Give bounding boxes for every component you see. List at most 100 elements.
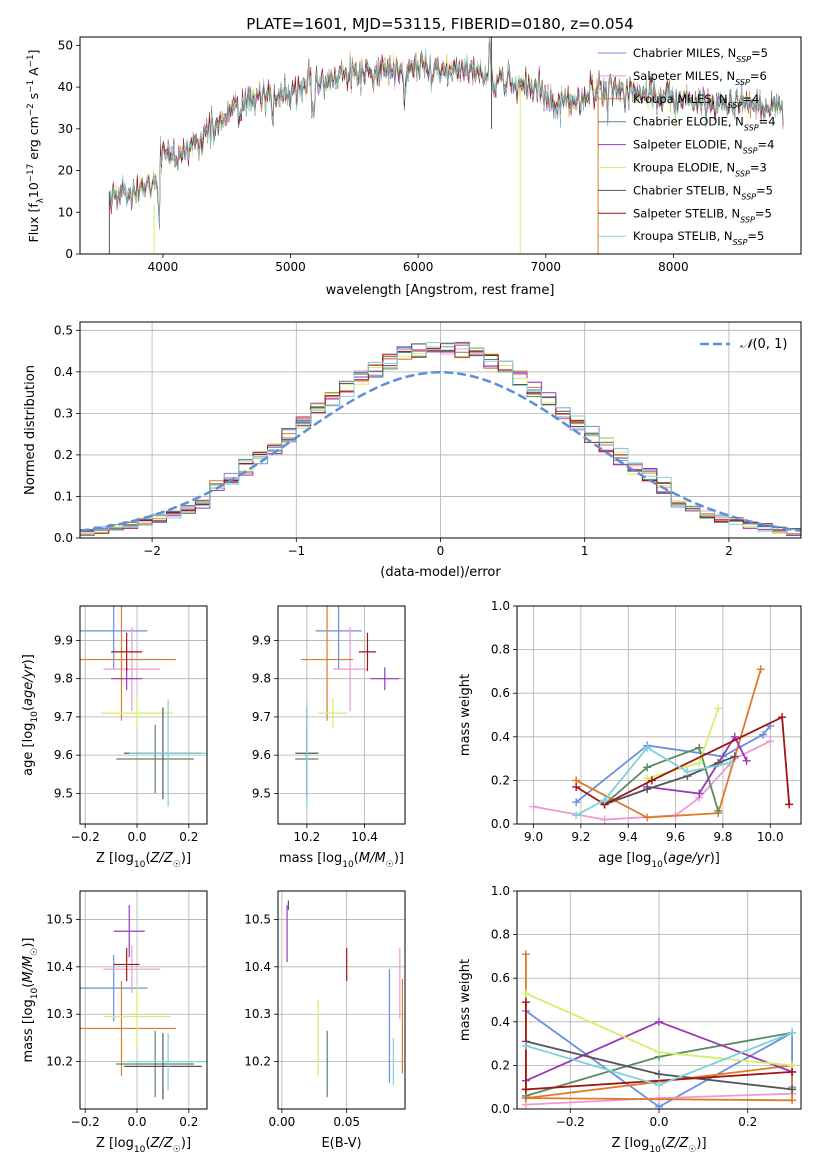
- y-tick-label: 0.6: [491, 971, 510, 985]
- weight-line: [525, 1010, 793, 1108]
- weight-marker: [726, 758, 734, 767]
- weight-marker: [521, 989, 530, 998]
- errorbar-point: [113, 905, 145, 958]
- y-tick-label: 0.1: [54, 489, 73, 503]
- errorbar-point: [80, 606, 176, 721]
- errorbar-point: [111, 667, 143, 691]
- legend-label: 𝒩(0, 1): [740, 337, 787, 352]
- y-tick-label: 9.6: [54, 748, 73, 762]
- y-tick-label: 0.6: [491, 686, 510, 700]
- x-tick-label: 9.8: [713, 830, 732, 844]
- errorbar-point: [103, 983, 171, 1050]
- y-tick-label: 9.9: [252, 633, 271, 647]
- y-tick-label: 10.4: [244, 960, 271, 974]
- x-tick-label: 7000: [531, 260, 562, 274]
- y-tick-label: 9.6: [252, 748, 271, 762]
- x-tick-label: −0.2: [556, 1115, 585, 1129]
- x-tick-label: 9.2: [571, 830, 590, 844]
- weight-marker: [521, 998, 530, 1007]
- legend-label: Kroupa ELODIE, NSSP=3: [633, 161, 767, 179]
- weight-marker: [785, 800, 794, 809]
- weight-line: [575, 668, 762, 819]
- x-axis-label: E(B-V): [321, 1136, 361, 1151]
- x-tick-label: −0.2: [71, 1115, 100, 1129]
- x-tick-label: −2: [143, 544, 161, 558]
- errorbar-point: [315, 606, 362, 670]
- axes-frame: [516, 605, 802, 825]
- weight-marker: [766, 737, 775, 746]
- weight-marker: [788, 1096, 797, 1105]
- y-tick-label: 0.3: [54, 406, 73, 420]
- y-tick-label: 0.0: [491, 1102, 510, 1116]
- plot-area: [80, 606, 207, 807]
- plot-area: [286, 900, 404, 1098]
- axes-mass_vs_Z: −0.2 0.0 0.2 10.2 10.3 10.4 10.5 Z [log10(Z/Z☉)…: [21, 890, 208, 1155]
- x-tick-label: 0.0: [127, 830, 146, 844]
- y-axis-label: age [log10(age/yr)]: [21, 654, 40, 776]
- y-tick-label: 10.4: [46, 960, 73, 974]
- weight-marker: [572, 798, 581, 807]
- x-axis-label: Z [log10(Z/Z☉)]: [96, 851, 191, 870]
- weight-marker: [643, 763, 652, 772]
- weight-marker: [643, 785, 652, 794]
- x-axis-label: age [log10(age/yr)]: [598, 851, 720, 870]
- x-tick-label: 6000: [403, 260, 434, 274]
- x-axis-label: wavelength [Angstrom, rest frame]: [326, 283, 555, 298]
- y-tick-label: 10.2: [46, 1055, 73, 1069]
- axes-age_vs_mass: 10.2 10.4 9.5 9.6 9.7 9.8 9.9 mass [log10(M/M☉)…: [252, 605, 406, 870]
- y-tick-label: 9.5: [252, 786, 271, 800]
- axes-frame: [79, 36, 802, 255]
- errorbar-point: [318, 697, 348, 729]
- axes-frame: [79, 605, 208, 825]
- spectrum-line: [109, 37, 784, 226]
- y-axis-label: mass weight: [458, 959, 473, 1041]
- weight-marker: [788, 1028, 797, 1037]
- weight-marker: [695, 743, 704, 752]
- x-tick-label: −1: [287, 544, 305, 558]
- weight-marker: [572, 811, 581, 820]
- weight-marker: [600, 815, 609, 824]
- x-tick-label: 0.2: [179, 830, 198, 844]
- y-tick-label: 10.5: [244, 912, 271, 926]
- x-tick-label: 10.0: [757, 830, 784, 844]
- weight-marker: [714, 806, 723, 815]
- y-tick-label: 0.4: [491, 730, 510, 744]
- weight-marker: [529, 802, 538, 811]
- y-tick-label: 0: [65, 247, 73, 261]
- x-axis-label: Z [log10(Z/Z☉)]: [611, 1136, 706, 1155]
- legend-label: Salpeter ELODIE, NSSP=4: [633, 138, 774, 156]
- y-tick-label: 10.5: [46, 912, 73, 926]
- x-axis-label: mass [log10(M/M☉)]: [279, 851, 404, 870]
- errorbar-point: [303, 701, 310, 809]
- y-axis-label: mass weight: [458, 674, 473, 756]
- weight-marker: [788, 1085, 797, 1094]
- y-tick-label: 10: [58, 205, 73, 219]
- plot-area: [521, 950, 797, 1109]
- axes-age_vs_Z: −0.2 0.0 0.2 9.5 9.6 9.7 9.8 9.9 Z [log10(Z/Z☉)]…: [21, 605, 208, 870]
- x-tick-label: 8000: [658, 260, 689, 274]
- axes-frame: [79, 890, 208, 1110]
- weight-marker: [521, 1085, 530, 1094]
- x-tick-label: 9.4: [619, 830, 638, 844]
- legend-label: Salpeter STELIB, NSSP=5: [633, 206, 772, 224]
- errorbar-point: [358, 632, 377, 672]
- x-tick-label: 1: [581, 544, 589, 558]
- weight-marker: [730, 752, 739, 761]
- weight-line: [533, 740, 771, 821]
- y-tick-label: 0.0: [54, 531, 73, 545]
- plot-area: [529, 665, 794, 824]
- chart-title: PLATE=1601, MJD=53115, FIBERID=0180, z=0…: [246, 15, 633, 33]
- y-tick-label: 1.0: [491, 884, 510, 898]
- histogram-step: [80, 343, 801, 537]
- y-tick-label: 20: [58, 164, 73, 178]
- x-tick-label: 0.2: [738, 1115, 757, 1129]
- errorbar-point: [103, 945, 161, 993]
- weight-marker: [572, 782, 581, 791]
- weight-marker: [778, 713, 787, 722]
- spectrum-line: [109, 37, 784, 226]
- errorbar-point: [103, 627, 161, 712]
- y-tick-label: 9.8: [54, 672, 73, 686]
- errorbar-point: [370, 667, 400, 691]
- axes-weight_vs_age: 9.0 9.2 9.4 9.6 9.8 10.0 0.0 0.2 0.4 0.6 0.8 1.0 age…: [458, 599, 802, 870]
- errorbar-point: [116, 1030, 195, 1098]
